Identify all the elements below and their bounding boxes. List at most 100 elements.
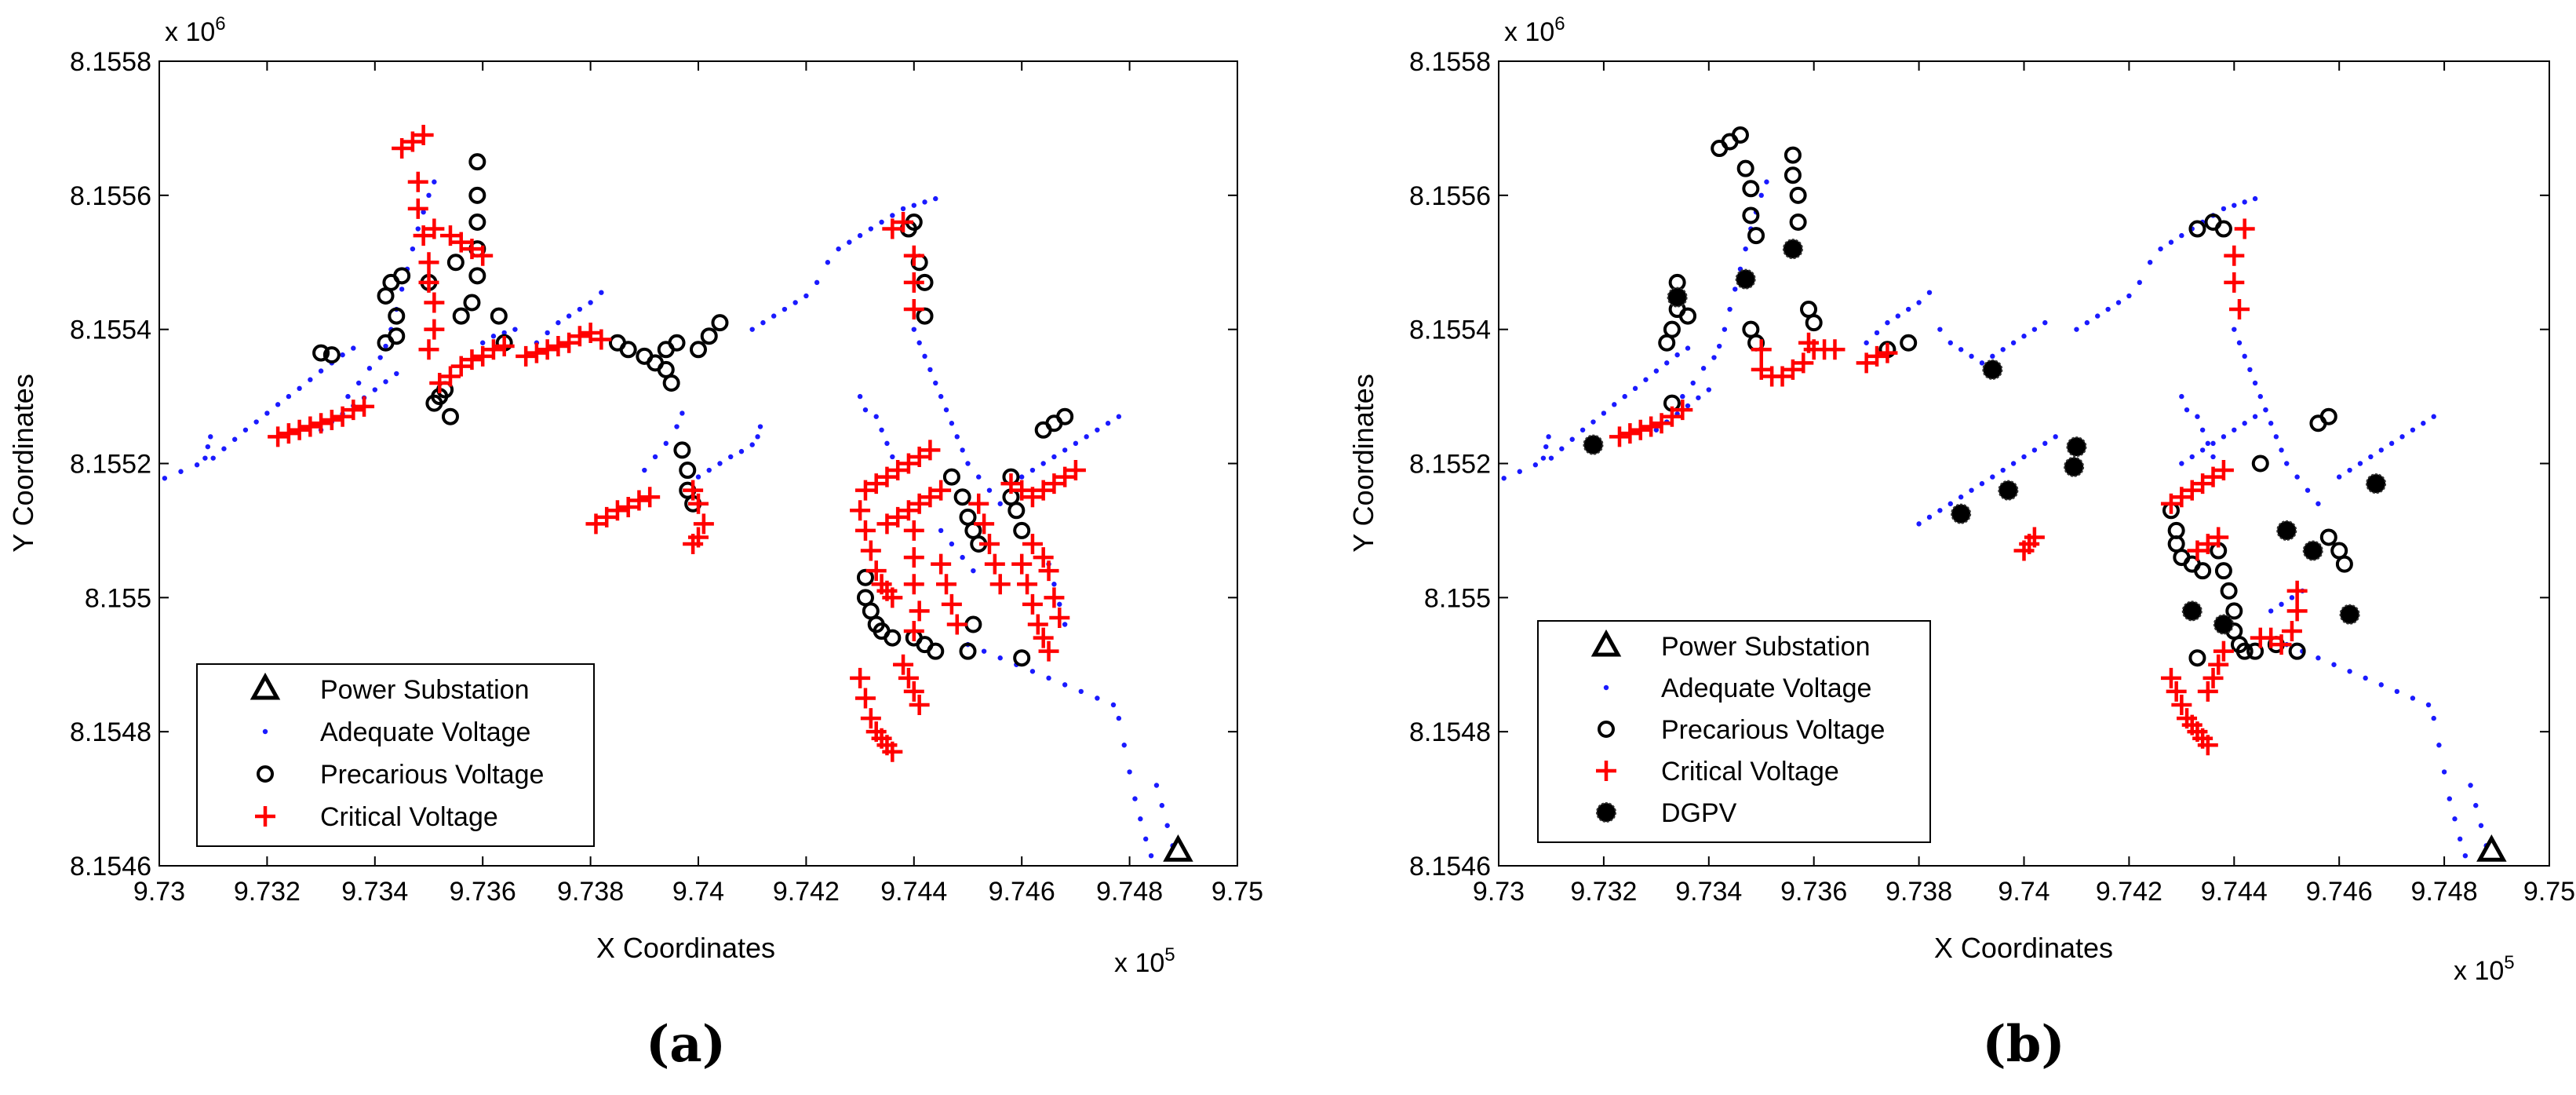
x-tick-label: 9.748 [2411,877,2478,907]
adequate-point [1895,313,1901,319]
critical-point [1630,419,1651,440]
adequate-point [2184,407,2190,413]
critical-point [984,553,1005,575]
adequate-point [1979,480,1985,487]
adequate-point [221,446,227,451]
adequate-point [1979,360,1985,366]
critical-point [882,218,903,239]
adequate-point [2236,340,2243,345]
adequate-point [814,279,820,286]
adequate-point [2042,440,2048,447]
critical-point [1011,480,1033,501]
adequate-point [1501,476,1507,481]
precarious-point [1900,334,1918,352]
adequate-point [1722,327,1728,332]
adequate-point [242,427,249,433]
adequate-point [2168,239,2174,245]
critical-point [865,560,887,582]
adequate-point [706,467,712,473]
adequate-point [879,219,884,225]
legend-substation-marker [1590,629,1622,657]
critical-point [1672,400,1693,421]
adequate-point [1164,823,1170,828]
critical-point [2213,460,2234,481]
x-tick-label: 9.732 [234,877,301,907]
precarious-point [668,334,686,352]
scatter-points [1501,126,2507,862]
critical-point [903,299,924,320]
adequate-point [1743,246,1748,252]
adequate-point [1674,352,1680,358]
precarious-point [1007,502,1026,520]
adequate-point [890,213,895,218]
precarious-point [2246,642,2264,660]
critical-point [1824,339,1845,360]
adequate-point [2074,327,2079,332]
critical-point [2197,681,2218,702]
precarious-point [1789,186,1807,204]
adequate-point [868,226,874,232]
critical-point [1038,641,1059,662]
x-tick-label: 9.744 [2201,877,2268,907]
precarious-point [2225,602,2243,620]
adequate-point [1121,743,1127,748]
dgpv-point [1583,434,1604,455]
adequate-point [2357,461,2363,466]
precarious-point [2251,454,2269,473]
precarious-point [2188,649,2206,667]
critical-point [1044,473,1065,495]
precarious-point [490,307,508,325]
x-tick-label: 9.73 [133,877,185,907]
adequate-point [1116,715,1122,721]
precarious-point [619,341,637,359]
adequate-point [1690,380,1696,386]
precarious-point [673,441,691,459]
critical-point [450,232,472,253]
critical-point [909,493,930,514]
x-tick-label: 9.748 [1096,877,1163,907]
precarious-point [953,488,971,506]
legend-substation-label: Power Substation [320,675,530,705]
critical-point [2171,695,2192,715]
legend-critical-marker [1596,761,1616,781]
adequate-point [1969,353,1974,360]
adequate-point [2221,434,2227,440]
adequate-point [2010,461,2017,466]
adequate-point [1664,360,1670,366]
adequate-point [501,330,507,336]
critical-point [909,695,930,715]
y-tick-label: 8.1556 [70,181,151,211]
critical-point [898,500,919,521]
adequate-point [2457,836,2463,842]
y-ticks: 8.1546 8.1548 8.155 8.1552 8.1554 8.1556 8.155… [1409,47,2549,881]
critical-point [1017,574,1038,595]
adequate-point [2410,695,2416,701]
adequate-point [2436,743,2442,748]
adequate-point [512,327,518,332]
critical-point [424,319,445,340]
adequate-point [642,467,647,473]
adequate-point [1073,440,1079,447]
precarious-point [2319,407,2337,425]
adequate-point [308,377,313,382]
critical-point [439,225,461,246]
adequate-point [1540,455,1547,461]
adequate-point [997,501,1003,506]
critical-point [898,453,919,474]
critical-point [882,741,903,762]
scatter-points [162,124,1193,862]
panel-b: 8.1546 8.1548 8.155 8.1552 8.1554 8.1556 8.155… [1347,13,2575,1074]
critical-point [2160,493,2181,514]
adequate-point [1612,402,1617,407]
adequate-point [2232,327,2237,332]
legend-precarious-marker [257,765,274,783]
critical-point [876,513,898,535]
adequate-point [480,340,486,345]
adequate-point [2031,447,2038,453]
critical-point [1877,342,1898,363]
adequate-point [355,380,362,386]
adequate-point [2021,454,2027,460]
critical-point [989,574,1011,595]
critical-point [1609,426,1630,447]
critical-point [300,416,321,437]
